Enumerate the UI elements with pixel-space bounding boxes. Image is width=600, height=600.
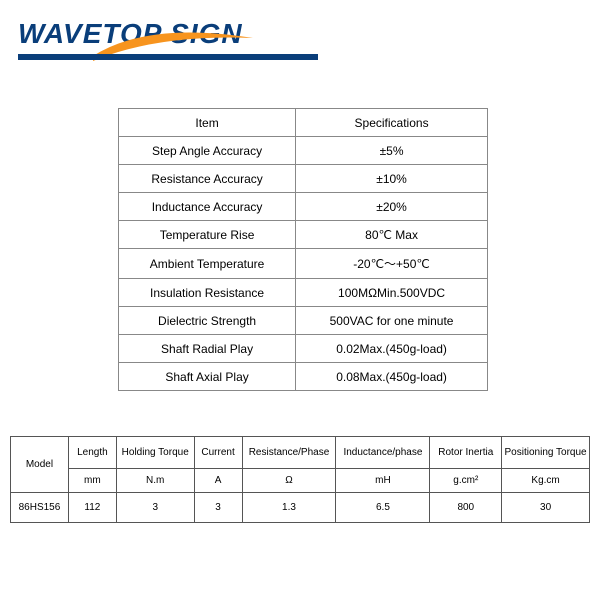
model-cell: 112 — [68, 493, 116, 523]
table-header-row: Item Specifications — [119, 109, 488, 137]
model-header: Inductance/phase — [336, 437, 430, 469]
model-unit: mm — [68, 469, 116, 493]
table-row: Step Angle Accuracy±5% — [119, 137, 488, 165]
model-unit: A — [194, 469, 242, 493]
model-header: Rotor Inertia — [430, 437, 502, 469]
model-unit: Ω — [242, 469, 336, 493]
model-cell: 3 — [116, 493, 194, 523]
model-header: Length — [68, 437, 116, 469]
logo-swoosh — [88, 26, 258, 76]
model-cell: 1.3 — [242, 493, 336, 523]
model-cell: 30 — [502, 493, 590, 523]
model-header-row: Model Length Holding Torque Current Resi… — [11, 437, 590, 469]
model-cell: 3 — [194, 493, 242, 523]
table-row: Inductance Accuracy±20% — [119, 193, 488, 221]
model-table: Model Length Holding Torque Current Resi… — [10, 436, 590, 523]
table-row: Dielectric Strength500VAC for one minute — [119, 307, 488, 335]
logo-underline — [18, 54, 318, 60]
model-unit: N.m — [116, 469, 194, 493]
header-item: Item — [119, 109, 296, 137]
logo: WAVETOP SIGN — [18, 18, 318, 60]
model-unit: mH — [336, 469, 430, 493]
model-unit: Kg.cm — [502, 469, 590, 493]
model-data-row: 86HS156 112 3 3 1.3 6.5 800 30 — [11, 493, 590, 523]
model-unit: g.cm² — [430, 469, 502, 493]
model-header: Positioning Torque — [502, 437, 590, 469]
model-header: Resistance/Phase — [242, 437, 336, 469]
table-row: Insulation Resistance100MΩMin.500VDC — [119, 279, 488, 307]
specifications-table: Item Specifications Step Angle Accuracy±… — [118, 108, 488, 391]
model-header: Current — [194, 437, 242, 469]
header-spec: Specifications — [296, 109, 488, 137]
table-row: Ambient Temperature-20℃～+50℃ — [119, 249, 488, 279]
table-row: Shaft Axial Play0.08Max.(450g-load) — [119, 363, 488, 391]
model-cell: 800 — [430, 493, 502, 523]
model-cell: 86HS156 — [11, 493, 69, 523]
model-unit-row: mm N.m A Ω mH g.cm² Kg.cm — [11, 469, 590, 493]
table-row: Temperature Rise80℃ Max — [119, 221, 488, 249]
table-row: Shaft Radial Play0.02Max.(450g-load) — [119, 335, 488, 363]
model-header: Holding Torque — [116, 437, 194, 469]
table-row: Resistance Accuracy±10% — [119, 165, 488, 193]
model-cell: 6.5 — [336, 493, 430, 523]
model-header: Model — [11, 437, 69, 493]
